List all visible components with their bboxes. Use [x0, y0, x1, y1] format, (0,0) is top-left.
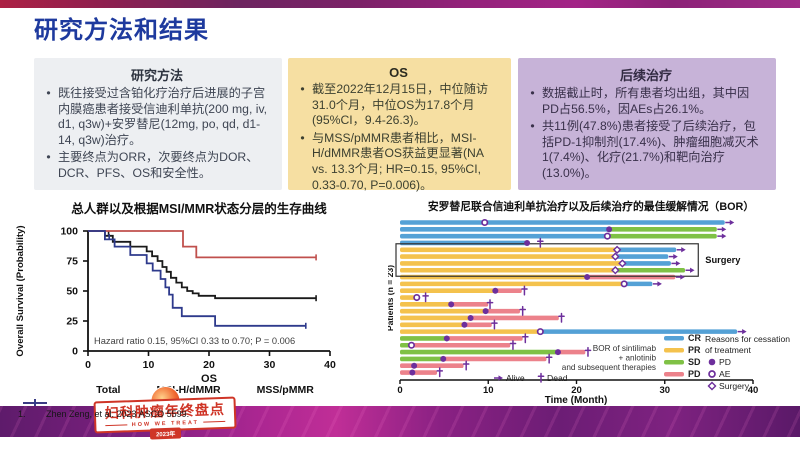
footnote: 1. Zhen Zeng, et al. 2023 ASCO 5599. [18, 409, 189, 419]
svg-text:Hazard ratio 0.15, 95%CI 0.33: Hazard ratio 0.15, 95%CI 0.33 to 0.70; P… [94, 336, 295, 346]
svg-text:0: 0 [397, 385, 402, 396]
os-box: OS 截至2022年12月15日，中位随访31.0个月，中位OS为17.8个月(… [288, 58, 511, 193]
footnote-citation: Zhen Zeng, et al. 2023 ASCO 5599. [46, 409, 190, 419]
page-title: 研究方法和结果 [34, 17, 209, 44]
svg-text:Time (Month): Time (Month) [545, 395, 608, 406]
svg-text:BOR of sintilimab: BOR of sintilimab [593, 344, 657, 353]
svg-text:Surgery: Surgery [719, 381, 750, 391]
logo-year-badge: 2023年 [149, 427, 182, 440]
svg-text:Dead: Dead [547, 373, 568, 383]
km-legend-item: MSS/pMMR [23, 384, 314, 407]
svg-text:0: 0 [85, 359, 91, 371]
swimmer-chart: 安罗替尼联合信迪利单抗治疗以及后续治疗的最佳缓解情况（BOR） Surgery 0… [388, 198, 794, 410]
km-legend-item: Total [23, 384, 120, 407]
method-box: 研究方法 既往接受过含铂化疗治疗后进展的子宫内膜癌患者接受信迪利单抗(200 m… [34, 58, 282, 190]
svg-text:75: 75 [66, 256, 78, 268]
km-legend: Total MSI-H/dMMR MSS/pMMR [22, 384, 388, 407]
svg-text:AE: AE [719, 369, 731, 379]
svg-text:0: 0 [72, 346, 78, 358]
svg-text:+ anlotinib: + anlotinib [618, 354, 656, 363]
svg-text:40: 40 [748, 385, 759, 396]
svg-text:25: 25 [66, 316, 78, 328]
os-bullet-2: 与MSS/pMMR患者相比，MSI-H/dMMR患者OS获益更显著(NA vs.… [297, 131, 501, 193]
svg-text:20: 20 [571, 385, 582, 396]
method-bullet-2: 主要终点为ORR，次要终点为DOR、DCR、PFS、OS和安全性。 [43, 150, 272, 181]
svg-text:Overall Survival (Probability): Overall Survival (Probability) [15, 225, 26, 356]
os-box-title: OS [389, 65, 408, 80]
km-chart: 总人群以及根据MSI/MMR状态分层的生存曲线 0 25 50 75 100 0 10 20 3… [10, 198, 388, 414]
svg-text:10: 10 [483, 385, 494, 396]
svg-text:Alive: Alive [506, 373, 525, 383]
svg-text:Reasons for cessation: Reasons for cessation [705, 334, 790, 344]
svg-text:OS: OS [201, 373, 217, 385]
km-plot: 0 25 50 75 100 0 10 20 30 40 OS Overall Survival (P… [15, 225, 336, 385]
svg-text:SD: SD [688, 357, 701, 367]
method-bullet-1: 既往接受过含铂化疗治疗后进展的子宫内膜癌患者接受信迪利单抗(200 mg, iv… [43, 86, 272, 148]
svg-text:and subsequent therapies: and subsequent therapies [562, 363, 656, 372]
followup-treatment-box: 后续治疗 数据截止时，所有患者均出组，其中因PD占56.5%，因AEs占26.1… [518, 58, 776, 190]
svg-text:50: 50 [66, 286, 78, 298]
svg-text:of treatment: of treatment [705, 345, 751, 355]
followup-bullet-1: 数据截止时，所有患者均出组，其中因PD占56.5%，因AEs占26.1%。 [527, 86, 766, 117]
swimmer-plot: Surgery 0 10 20 30 40 Time (Month) Patients (n … [388, 218, 790, 406]
swimmer-chart-title: 安罗替尼联合信迪利单抗治疗以及后续治疗的最佳缓解情况（BOR） [427, 201, 755, 213]
svg-text:PR: PR [688, 345, 701, 355]
svg-text:Patients (n = 23): Patients (n = 23) [388, 265, 395, 331]
footnote-number: 1. [18, 409, 26, 419]
svg-text:PD: PD [688, 369, 701, 379]
svg-text:20: 20 [203, 359, 215, 371]
followup-bullet-2: 共11例(47.8%)患者接受了后续治疗，包括PD-1抑制剂(17.4%)、肿瘤… [527, 119, 766, 181]
top-decorative-bar [0, 0, 800, 8]
svg-text:30: 30 [264, 359, 276, 371]
svg-text:CR: CR [688, 333, 701, 343]
km-chart-title: 总人群以及根据MSI/MMR状态分层的生存曲线 [71, 202, 327, 216]
km-legend-line-icon [23, 399, 47, 407]
followup-box-title: 后续治疗 [619, 68, 672, 83]
os-bullet-1: 截至2022年12月15日，中位随访31.0个月，中位OS为17.8个月(95%… [297, 82, 501, 129]
svg-text:Surgery: Surgery [705, 255, 741, 265]
svg-text:PD: PD [719, 357, 731, 367]
svg-text:30: 30 [659, 385, 670, 396]
svg-text:100: 100 [60, 226, 78, 238]
method-box-title: 研究方法 [130, 68, 183, 83]
svg-text:40: 40 [324, 359, 336, 371]
svg-text:10: 10 [143, 359, 155, 371]
